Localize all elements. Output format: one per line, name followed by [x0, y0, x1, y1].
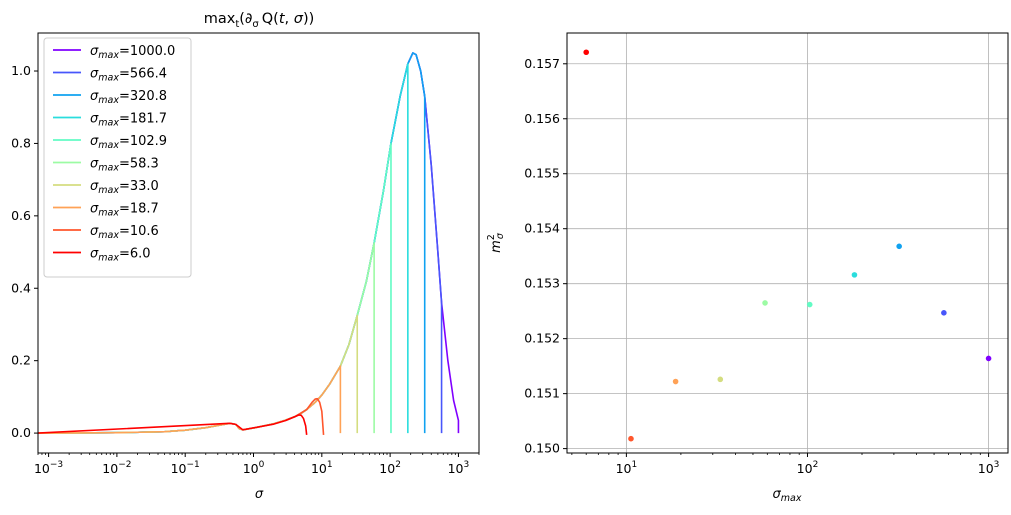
legend-label: σmax=58.3	[90, 157, 159, 174]
legend-label: σmax=102.9	[90, 134, 167, 151]
legend-label: σmax=10.6	[90, 224, 159, 241]
y-tick-label: 0.157	[524, 56, 560, 71]
legend-box	[43, 37, 192, 278]
right-points	[583, 49, 992, 442]
left-y-ticks: 0.0 0.2 0.4 0.6 0.8 1.0	[11, 63, 38, 440]
legend-entry: σmax=1000.0	[53, 44, 175, 61]
x-axis-label: σ	[255, 487, 264, 502]
legend-entry: σmax=181.7	[53, 112, 167, 129]
legend-entry: σmax=33.0	[53, 179, 159, 196]
left-plot-frame	[37, 32, 480, 454]
y-tick-label: 0.152	[524, 331, 560, 346]
legend-label: σmax=320.8	[90, 89, 167, 106]
y-tick-label: 1.0	[11, 63, 31, 78]
legend-label: σmax=33.0	[90, 179, 159, 196]
legend-label: σmax=566.4	[90, 67, 167, 84]
right-chart: 101 102 103 0.150 0.151 0.152 0.153 0.154 0.155…	[486, 32, 1009, 504]
scatter-point	[941, 310, 947, 316]
legend-label: σmax=18.7	[90, 202, 159, 219]
legend-entry: σmax=320.8	[53, 89, 167, 106]
legend-entry: σmax=18.7	[53, 202, 159, 219]
x-tick-label: 101	[616, 460, 638, 476]
scatter-point	[896, 243, 902, 250]
scatter-point	[806, 301, 813, 308]
right-plot-frame	[566, 32, 1009, 454]
legend-entry: σmax=566.4	[53, 67, 167, 84]
left-curves	[37, 52, 460, 435]
y-tick-label: 0.151	[524, 386, 560, 401]
y-tick-label: 0.154	[524, 221, 560, 236]
scatter-point	[583, 49, 590, 56]
scatter-point	[717, 376, 724, 383]
y-tick-label: 0.150	[524, 441, 560, 456]
legend: σmax=1000.0 σmax=566.4 σmax=320.8 σmax=181.…	[43, 37, 192, 278]
legend-label: σmax=6.0	[90, 247, 151, 264]
legend-entry: σmax=10.6	[53, 224, 159, 241]
x-tick-label: 103	[448, 460, 470, 476]
x-tick-label: 10−3	[34, 460, 63, 476]
chart-title: maxt(∂σ Q(t, σ))	[204, 11, 315, 30]
legend-entry: σmax=58.3	[53, 157, 159, 174]
x-tick-label: 102	[797, 460, 819, 476]
right-x-ticks: 101 102 103	[571, 453, 1000, 476]
legend-label: σmax=181.7	[90, 112, 167, 129]
left-chart: maxt(∂σ Q(t, σ)) 10−3 10−2 10−1 100 101 102 103…	[11, 11, 480, 502]
y-tick-label: 0.155	[524, 166, 560, 181]
x-axis-label: σmax	[773, 487, 802, 504]
x-tick-label: 103	[978, 460, 1000, 476]
y-tick-label: 0.4	[11, 280, 31, 295]
right-grid	[567, 33, 1008, 453]
x-tick-label: 100	[243, 460, 265, 476]
legend-entry: σmax=102.9	[53, 134, 167, 151]
y-tick-label: 0.153	[524, 276, 560, 291]
x-tick-label: 101	[311, 460, 333, 476]
scatter-point	[851, 272, 858, 278]
x-tick-label: 10−1	[171, 460, 200, 476]
x-tick-label: 10−2	[102, 460, 131, 476]
legend-label: σmax=1000.0	[90, 44, 175, 61]
legend-entry: σmax=6.0	[53, 247, 151, 264]
scatter-point	[762, 300, 768, 306]
series-line-6.0	[37, 414, 308, 435]
scatter-point	[985, 355, 992, 362]
scatter-point	[672, 378, 679, 385]
y-tick-label: 0.2	[11, 353, 31, 368]
y-tick-label: 0.8	[11, 135, 31, 150]
y-tick-label: 0.6	[11, 208, 31, 223]
y-axis-label: m2σ	[486, 232, 506, 253]
left-x-ticks: 10−3 10−2 10−1 100 101 102 103	[34, 453, 480, 476]
y-tick-label: 0.0	[11, 425, 31, 440]
x-tick-label: 102	[379, 460, 401, 476]
y-tick-label: 0.156	[524, 111, 560, 126]
scatter-point	[628, 435, 634, 442]
right-y-ticks: 0.150 0.151 0.152 0.153 0.154 0.155 0.156 0.157	[524, 56, 567, 456]
